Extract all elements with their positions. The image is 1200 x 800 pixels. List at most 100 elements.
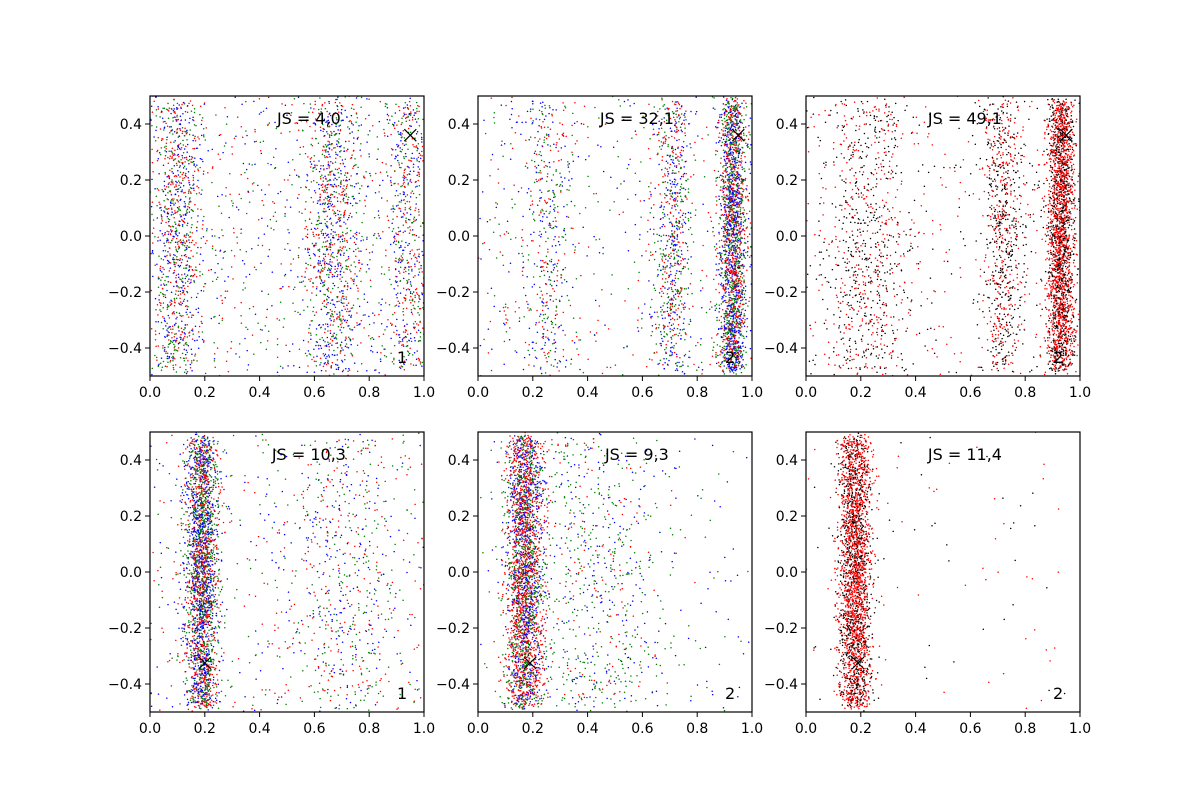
scatter-point bbox=[680, 290, 682, 292]
scatter-point bbox=[545, 137, 548, 140]
scatter-point bbox=[411, 249, 413, 251]
scatter-point bbox=[335, 117, 338, 119]
scatter-point bbox=[175, 237, 178, 240]
scatter-point bbox=[404, 246, 406, 249]
scatter-point bbox=[169, 226, 172, 228]
point-cluster-1 bbox=[506, 100, 586, 370]
scatter-point bbox=[266, 225, 269, 227]
scatter-point bbox=[539, 220, 542, 222]
scatter-point bbox=[315, 334, 318, 336]
scatter-point bbox=[169, 132, 171, 134]
scatter-point bbox=[340, 350, 342, 352]
scatter-point bbox=[373, 216, 376, 219]
scatter-point bbox=[559, 122, 561, 124]
scatter-point bbox=[670, 324, 673, 326]
scatter-point bbox=[188, 102, 190, 105]
scatter-point bbox=[226, 350, 229, 353]
scatter-point bbox=[339, 318, 341, 321]
scatter-point bbox=[184, 277, 187, 280]
scatter-point bbox=[312, 356, 315, 358]
scatter-point bbox=[722, 338, 725, 341]
scatter-point bbox=[312, 252, 315, 255]
scatter-point bbox=[184, 119, 187, 121]
scatter-point bbox=[662, 249, 665, 251]
scatter-point bbox=[418, 175, 421, 178]
scatter-point bbox=[663, 103, 666, 106]
scatter-point bbox=[386, 135, 389, 138]
scatter-point bbox=[682, 212, 685, 215]
scatter-point bbox=[338, 261, 341, 264]
scatter-point bbox=[687, 211, 690, 214]
scatter-point bbox=[343, 213, 346, 216]
scatter-point bbox=[386, 200, 388, 202]
scatter-point bbox=[666, 363, 669, 366]
scatter-point bbox=[319, 345, 322, 347]
scatter-point bbox=[725, 323, 727, 325]
scatter-point bbox=[175, 180, 177, 183]
scatter-point bbox=[547, 237, 549, 240]
scatter-point bbox=[180, 106, 182, 108]
scatter-point bbox=[392, 242, 395, 244]
scatter-point bbox=[420, 267, 422, 269]
scatter-point bbox=[676, 365, 679, 367]
scatter-point bbox=[398, 342, 400, 344]
scatter-point bbox=[323, 189, 325, 192]
scatter-point bbox=[694, 214, 697, 216]
scatter-point bbox=[186, 313, 188, 316]
scatter-point bbox=[730, 178, 732, 180]
scatter-point bbox=[674, 274, 677, 277]
scatter-point bbox=[739, 119, 742, 121]
scatter-point bbox=[310, 278, 312, 280]
scatter-point bbox=[319, 198, 321, 201]
scatter-point bbox=[175, 120, 178, 122]
scatter-point bbox=[183, 298, 186, 301]
scatter-point bbox=[354, 265, 357, 268]
scatter-point bbox=[666, 281, 669, 283]
scatter-point bbox=[667, 313, 670, 315]
scatter-point bbox=[678, 228, 681, 230]
scatter-point bbox=[398, 166, 401, 169]
scatter-point bbox=[348, 140, 350, 142]
scatter-point bbox=[344, 174, 346, 176]
scatter-point bbox=[176, 164, 178, 166]
scatter-point bbox=[319, 193, 321, 196]
scatter-point bbox=[743, 237, 746, 240]
scatter-point bbox=[383, 132, 386, 134]
scatter-point bbox=[404, 294, 407, 296]
scatter-point bbox=[188, 155, 191, 158]
scatter-point bbox=[675, 208, 677, 211]
scatter-point bbox=[579, 212, 581, 215]
scatter-point bbox=[668, 359, 670, 362]
scatter-point bbox=[745, 105, 748, 108]
scatter-point bbox=[236, 116, 239, 118]
scatter-point bbox=[185, 133, 188, 135]
scatter-point bbox=[664, 271, 666, 273]
scatter-point bbox=[546, 173, 549, 175]
scatter-point bbox=[413, 351, 416, 354]
scatter-point bbox=[300, 186, 302, 189]
scatter-point bbox=[542, 113, 544, 116]
scatter-point bbox=[673, 319, 676, 321]
scatter-point bbox=[181, 242, 184, 244]
scatter-point bbox=[158, 301, 161, 304]
scatter-point bbox=[535, 178, 537, 181]
scatter-point bbox=[353, 278, 355, 280]
scatter-point bbox=[159, 229, 161, 232]
scatter-point bbox=[342, 162, 344, 165]
scatter-point bbox=[342, 349, 344, 351]
scatter-point bbox=[673, 256, 676, 258]
scatter-point bbox=[313, 189, 316, 192]
scatter-point bbox=[414, 265, 416, 268]
scatter-point bbox=[297, 254, 300, 257]
scatter-point bbox=[685, 333, 687, 335]
scatter-point bbox=[416, 174, 418, 177]
scatter-point bbox=[192, 179, 195, 182]
scatter-point bbox=[178, 312, 181, 315]
scatter-point bbox=[397, 183, 399, 185]
scatter-point bbox=[182, 315, 184, 317]
scatter-point bbox=[327, 253, 330, 255]
scatter-point bbox=[345, 298, 348, 301]
scatter-point bbox=[729, 254, 731, 256]
scatter-point bbox=[336, 108, 339, 111]
scatter-point bbox=[412, 276, 415, 279]
